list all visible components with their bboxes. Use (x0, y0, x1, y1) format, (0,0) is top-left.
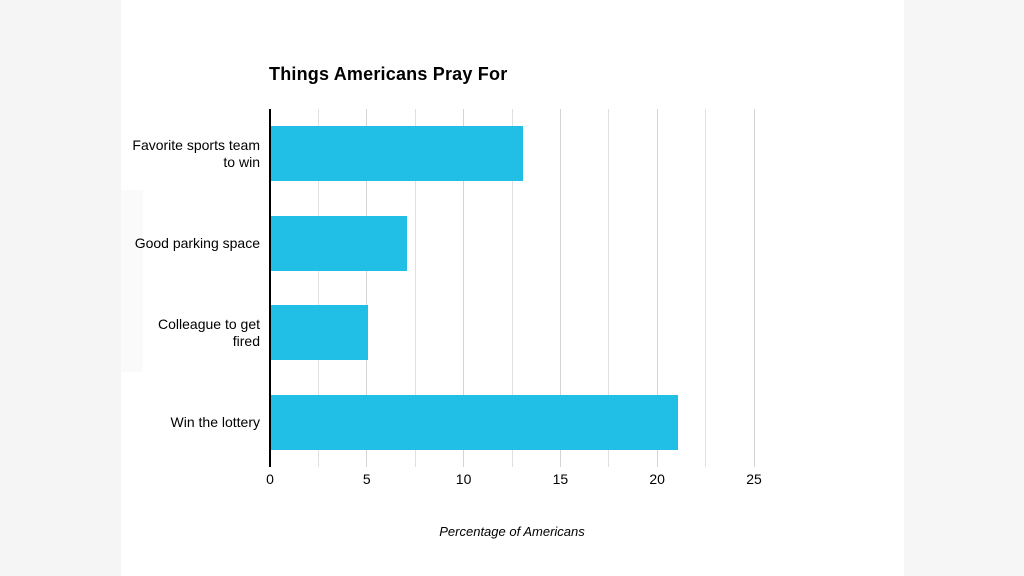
category-label: Favorite sports team to win (132, 136, 260, 170)
x-tick-label: 5 (362, 471, 371, 487)
category-label: Colleague to get fired (158, 315, 260, 349)
category-label: Good parking space (134, 234, 260, 251)
left-margin-background (0, 0, 121, 576)
x-tick-label: 25 (746, 471, 762, 487)
gridline (511, 109, 513, 467)
chart-title: Things Americans Pray For (269, 64, 508, 84)
right-margin-background (904, 0, 1024, 576)
x-axis-title: Percentage of Americans (439, 524, 585, 539)
x-tick-label: 10 (455, 471, 472, 487)
gridline (608, 109, 610, 467)
gridline (463, 109, 465, 467)
background-artifact (121, 190, 143, 372)
gridline (317, 109, 319, 467)
gridline (559, 109, 561, 467)
bar (271, 215, 407, 271)
category-label: Win the lottery (170, 413, 260, 430)
gridline (705, 109, 707, 467)
x-tick-label: 15 (552, 471, 569, 487)
gridline (753, 109, 755, 467)
bar (271, 305, 368, 361)
bar (271, 394, 678, 450)
gridline (414, 109, 416, 467)
x-tick-label: 0 (266, 471, 274, 487)
gridline (656, 109, 658, 467)
bar (271, 126, 523, 182)
gridline (366, 109, 368, 467)
x-tick-label: 20 (649, 471, 665, 487)
y-axis-line (269, 109, 271, 467)
